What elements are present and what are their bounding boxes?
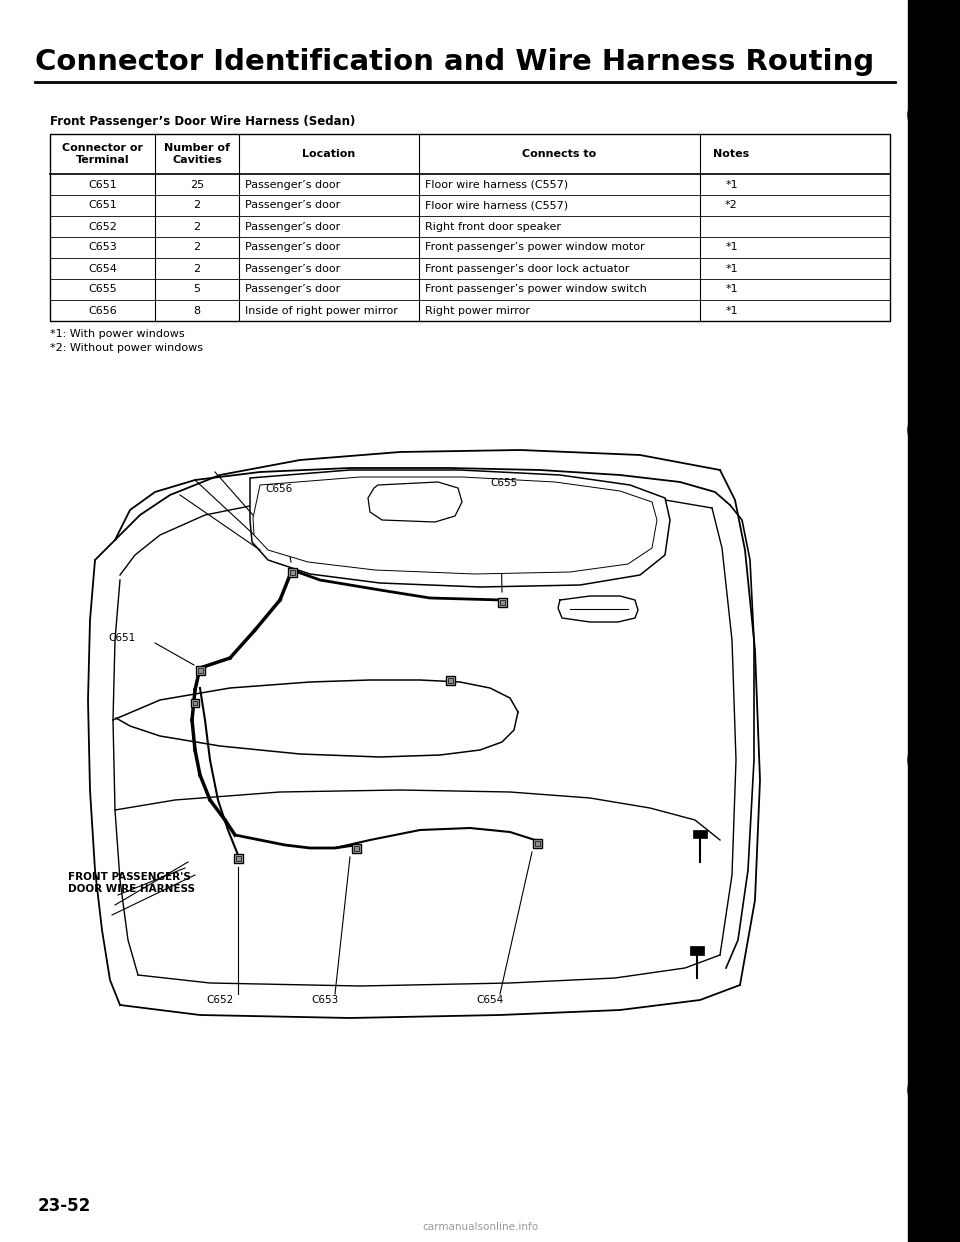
Bar: [287, 568, 297, 576]
Text: Connector Identification and Wire Harness Routing: Connector Identification and Wire Harnes…: [35, 48, 875, 76]
Text: *2: *2: [725, 200, 738, 210]
Text: *1: *1: [725, 284, 738, 294]
Bar: [908, 0, 960, 1242]
Bar: [497, 597, 507, 606]
Circle shape: [908, 409, 952, 452]
Bar: [533, 838, 541, 847]
Text: Floor wire harness (C557): Floor wire harness (C557): [425, 200, 568, 210]
Text: carmanualsonline.info: carmanualsonline.info: [422, 1222, 538, 1232]
Bar: [233, 853, 243, 862]
Text: Passenger’s door: Passenger’s door: [245, 263, 340, 273]
Text: Inside of right power mirror: Inside of right power mirror: [245, 306, 397, 315]
Circle shape: [908, 93, 952, 137]
Text: C651: C651: [88, 200, 117, 210]
Text: C652: C652: [88, 221, 117, 231]
Text: C651: C651: [88, 180, 117, 190]
Text: Number of
Cavities: Number of Cavities: [164, 143, 230, 165]
Text: 2: 2: [193, 242, 201, 252]
Text: C655: C655: [88, 284, 117, 294]
Text: *1: *1: [725, 242, 738, 252]
Text: 23-52: 23-52: [38, 1197, 91, 1215]
Text: C656: C656: [88, 306, 117, 315]
Text: Right power mirror: Right power mirror: [425, 306, 530, 315]
Text: Passenger’s door: Passenger’s door: [245, 221, 340, 231]
Text: 2: 2: [193, 200, 201, 210]
Text: Notes: Notes: [713, 149, 750, 159]
Text: C654: C654: [88, 263, 117, 273]
Text: Front Passenger’s Door Wire Harness (Sedan): Front Passenger’s Door Wire Harness (Sed…: [50, 116, 355, 128]
Text: Passenger’s door: Passenger’s door: [245, 242, 340, 252]
Text: Front passenger’s power window motor: Front passenger’s power window motor: [425, 242, 644, 252]
Bar: [353, 846, 358, 851]
Bar: [235, 856, 241, 861]
Text: Location: Location: [302, 149, 355, 159]
Text: 25: 25: [190, 180, 204, 190]
Text: Floor wire harness (C557): Floor wire harness (C557): [425, 180, 568, 190]
Bar: [499, 600, 505, 605]
Text: Passenger’s door: Passenger’s door: [245, 284, 340, 294]
Bar: [447, 677, 452, 683]
Text: Right front door speaker: Right front door speaker: [425, 221, 561, 231]
Text: Front passenger’s door lock actuator: Front passenger’s door lock actuator: [425, 263, 630, 273]
Bar: [198, 667, 203, 672]
Text: FRONT PASSENGER'S
DOOR WIRE HARNESS: FRONT PASSENGER'S DOOR WIRE HARNESS: [68, 872, 195, 893]
Text: 2: 2: [193, 221, 201, 231]
Circle shape: [908, 738, 952, 782]
Bar: [445, 676, 454, 684]
Text: C655: C655: [490, 478, 517, 488]
Bar: [193, 700, 197, 705]
Polygon shape: [368, 482, 462, 522]
Text: Passenger’s door: Passenger’s door: [245, 180, 340, 190]
Bar: [690, 946, 704, 955]
Text: C653: C653: [311, 995, 339, 1005]
Bar: [191, 699, 199, 707]
Text: C652: C652: [206, 995, 233, 1005]
Text: Connector or
Terminal: Connector or Terminal: [62, 143, 143, 165]
Text: *1: *1: [725, 263, 738, 273]
Text: C653: C653: [88, 242, 117, 252]
Polygon shape: [253, 477, 657, 574]
Circle shape: [908, 1068, 952, 1112]
Text: *2: Without power windows: *2: Without power windows: [50, 343, 203, 353]
Bar: [50, 134, 890, 320]
Bar: [290, 570, 295, 575]
Text: 2: 2: [193, 263, 201, 273]
Text: 5: 5: [194, 284, 201, 294]
Polygon shape: [250, 469, 670, 587]
Text: Connects to: Connects to: [522, 149, 596, 159]
Text: *1: *1: [725, 180, 738, 190]
Text: 8: 8: [193, 306, 201, 315]
Bar: [693, 830, 707, 838]
Bar: [351, 843, 361, 852]
Text: Front passenger’s power window switch: Front passenger’s power window switch: [425, 284, 647, 294]
Text: C656: C656: [265, 484, 292, 494]
Text: C654: C654: [476, 995, 504, 1005]
Bar: [535, 841, 540, 846]
Text: C651: C651: [108, 633, 135, 643]
Bar: [196, 666, 204, 674]
Text: *1: *1: [725, 306, 738, 315]
Text: Passenger’s door: Passenger’s door: [245, 200, 340, 210]
Text: *1: With power windows: *1: With power windows: [50, 329, 184, 339]
